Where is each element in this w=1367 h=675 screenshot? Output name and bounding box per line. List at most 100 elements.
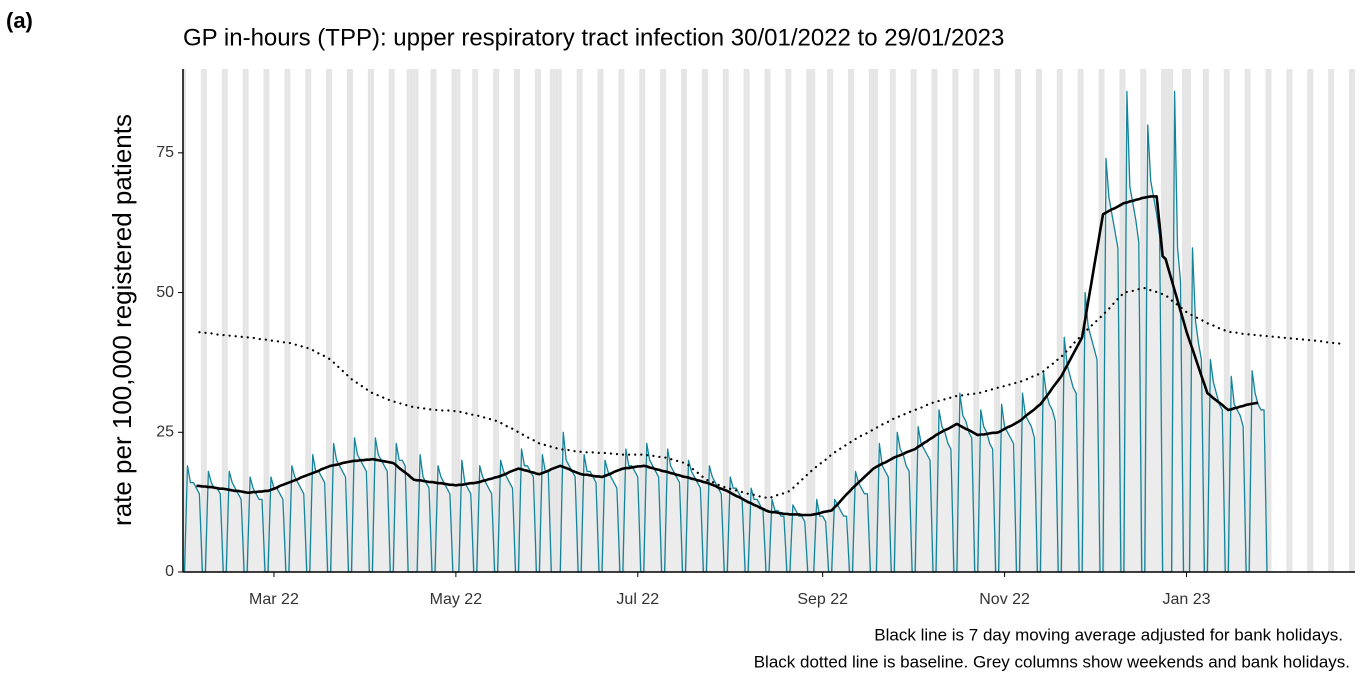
weekend-column — [1244, 69, 1248, 572]
weekend-column — [997, 69, 1001, 572]
weekend-column — [660, 69, 664, 572]
weekend-column — [1161, 69, 1165, 572]
weekend-column — [549, 69, 553, 572]
weekend-column — [493, 69, 497, 572]
weekend-column — [496, 69, 500, 572]
weekend-column — [221, 69, 225, 572]
weekend-column — [329, 69, 333, 572]
weekend-column — [370, 69, 374, 572]
weekend-column — [350, 69, 353, 572]
weekend-column — [597, 69, 601, 572]
weekend-column — [457, 69, 461, 572]
weekend-column — [1349, 69, 1353, 572]
weekend-column — [266, 69, 270, 572]
weekend-column — [785, 69, 789, 572]
x-tick-label: May 22 — [430, 591, 483, 608]
weekend-column — [1352, 69, 1355, 572]
weekend-column — [1038, 69, 1042, 572]
weekend-column — [621, 69, 625, 572]
weekend-column — [827, 69, 831, 572]
weekend-column — [746, 69, 750, 572]
weekend-column — [415, 69, 419, 572]
weekend-column — [391, 69, 395, 572]
weekend-column — [1185, 69, 1188, 572]
weekend-column — [618, 69, 622, 572]
weekend-column — [367, 69, 371, 572]
y-tick-label: 75 — [156, 144, 174, 161]
weekend-column — [534, 69, 538, 572]
weekend-column — [475, 69, 479, 572]
weekend-column — [701, 69, 705, 572]
x-tick-label: Nov 22 — [979, 591, 1030, 608]
x-tick-label: Jan 23 — [1162, 591, 1210, 608]
weekend-column — [1331, 69, 1335, 572]
weekend-column — [934, 69, 938, 572]
weekend-column — [851, 69, 854, 572]
weekend-column — [451, 69, 455, 572]
weekend-column — [1101, 69, 1105, 572]
x-tick-label: Mar 22 — [249, 591, 299, 608]
weekend-column — [830, 69, 834, 572]
weekend-column — [868, 69, 872, 572]
weekend-column — [183, 69, 186, 572]
weekend-column — [1143, 69, 1147, 572]
weekend-column — [245, 69, 249, 572]
weekend-column — [743, 69, 747, 572]
weekend-column — [1286, 69, 1290, 572]
weekend-column — [517, 69, 520, 572]
weekend-column — [200, 69, 204, 572]
y-tick-label: 0 — [165, 563, 174, 580]
weekend-column — [1247, 69, 1251, 572]
x-tick-label: Sep 22 — [797, 591, 848, 608]
weekend-column — [514, 69, 518, 572]
weekend-column — [1035, 69, 1039, 572]
weekend-column — [788, 69, 792, 572]
y-axis-label: rate per 100,000 registered patients — [107, 114, 137, 526]
weekend-column — [1119, 69, 1123, 572]
weekend-column — [704, 69, 708, 572]
weekend-column — [952, 69, 956, 572]
panel-label: (a) — [6, 8, 33, 33]
weekend-column — [892, 69, 896, 572]
weekend-column — [1080, 69, 1084, 572]
weekend-column — [767, 69, 771, 572]
weekend-column — [764, 69, 768, 572]
weekend-column — [1140, 69, 1144, 572]
weekend-column — [725, 69, 729, 572]
weekend-column — [284, 69, 288, 572]
x-tick-label: Jul 22 — [616, 591, 659, 608]
weekend-column — [874, 69, 878, 572]
weekend-column — [1167, 69, 1171, 572]
weekend-column — [931, 69, 935, 572]
weekend-column — [1056, 69, 1060, 572]
weekend-column — [537, 69, 541, 572]
weekend-column — [263, 69, 267, 572]
note: Black line is 7 day moving average adjus… — [874, 625, 1343, 644]
weekend-column — [806, 69, 810, 572]
weekend-column — [1164, 69, 1168, 572]
series-line — [196, 195, 1259, 517]
weekend-column — [889, 69, 893, 572]
weekend-column — [913, 69, 917, 572]
weekend-column — [1307, 69, 1311, 572]
weekend-column — [326, 69, 330, 572]
weekend-column — [388, 69, 392, 572]
weekend-column — [406, 69, 410, 572]
chart-title: GP in-hours (TPP): upper respiratory tra… — [183, 24, 1004, 51]
weekend-column — [1098, 69, 1102, 572]
weekend-column — [224, 69, 228, 572]
weekend-column — [409, 69, 413, 572]
weekend-column — [1289, 69, 1293, 572]
weekend-column — [722, 69, 726, 572]
weekend-column — [1328, 69, 1332, 572]
weekend-column — [663, 69, 667, 572]
weekend-column — [600, 69, 604, 572]
weekend-column — [1265, 69, 1269, 572]
weekend-column — [579, 69, 583, 572]
weekend-column — [812, 69, 816, 572]
y-tick-label: 25 — [156, 423, 174, 440]
weekend-column — [1018, 69, 1021, 572]
series-line — [198, 286, 1343, 500]
weekend-column — [242, 69, 246, 572]
note: Black dotted line is baseline. Grey colu… — [754, 652, 1350, 671]
